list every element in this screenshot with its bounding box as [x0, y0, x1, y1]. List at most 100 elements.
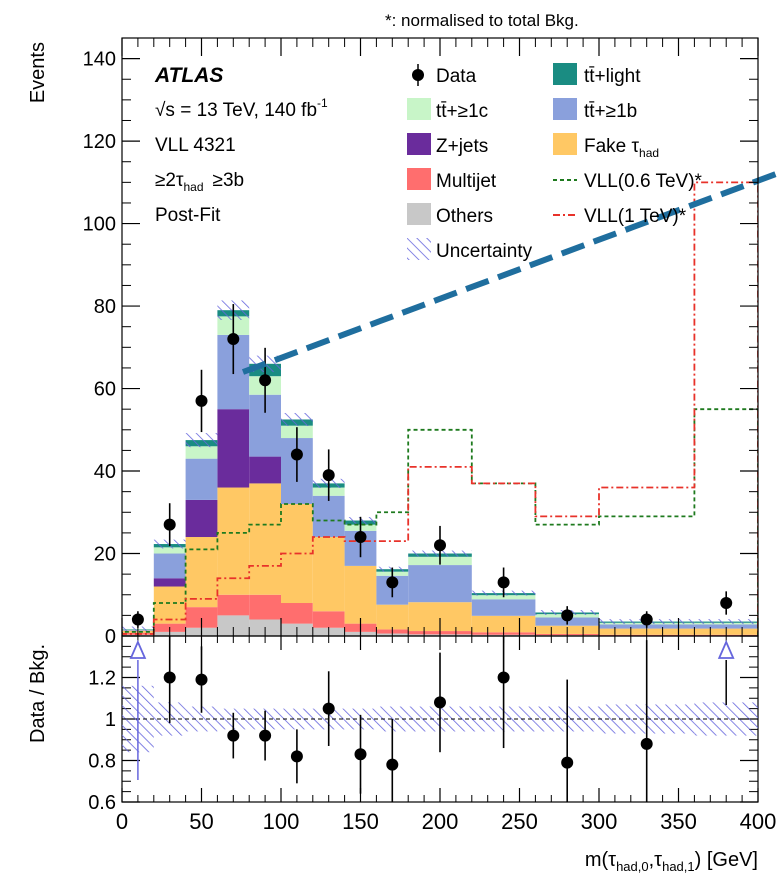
signal-vll06 [122, 408, 758, 636]
ratio-points [129, 636, 735, 802]
bar-zjets-1 [153, 578, 186, 587]
bar-zjets-4 [249, 456, 281, 484]
analysis-label: VLL 4321 [155, 135, 236, 156]
bar-fake-4 [249, 483, 281, 595]
legend-fake-swatch [553, 133, 577, 155]
y-axis-title: Events [27, 42, 49, 103]
ratio-point-11 [640, 737, 653, 750]
ratio-point-7 [386, 758, 399, 771]
annotation-block: ATLAS √s = 13 TeV, 140 fb-1 VLL 4321 ≥2τ… [154, 64, 328, 226]
bar-fake-6 [312, 537, 345, 612]
ratio-point-2 [227, 729, 240, 742]
energy-label: √s = 13 TeV, 140 fb-1 [155, 96, 328, 121]
legend-others-swatch [407, 203, 431, 225]
bar-multijet-4 [249, 594, 281, 620]
xtick-label-400: 400 [740, 809, 777, 834]
xtick-label-250: 250 [501, 809, 538, 834]
signal-curves [122, 181, 758, 636]
bar-multijet-6 [312, 611, 345, 628]
bar-zjets-2 [185, 499, 218, 538]
data-point-2 [195, 394, 208, 407]
atlas-label: ATLAS [154, 64, 223, 87]
ratio-point-4 [290, 750, 303, 763]
legend-ttlight-swatch [553, 63, 577, 85]
data-point-10 [497, 576, 510, 589]
bar-tt1b-6 [312, 495, 345, 538]
legend-vll1-label: VLL(1 TeV)* [584, 206, 687, 227]
bar-fake-3 [217, 487, 250, 595]
ratio-point-8 [434, 696, 446, 709]
bar-tt1b-2 [185, 458, 218, 500]
ytick-label-100: 100 [83, 214, 116, 236]
data-point-12 [640, 613, 653, 626]
xtick-label-350: 350 [660, 809, 697, 834]
ratio-y-axis-title: Data / Bkg. [27, 644, 49, 743]
ratio-ytick-label-2: 1 [105, 709, 116, 731]
legend-fake-label: Fake τhad [584, 136, 659, 160]
legend-unc-swatch [407, 238, 431, 260]
legend-zjets-label: Z+jets [436, 136, 488, 157]
ratio-band-bin-5 [281, 708, 313, 730]
stacked-histogram [122, 310, 758, 636]
bar-multijet-3 [217, 594, 250, 616]
data-point-3 [227, 333, 240, 346]
ratio-point-5 [322, 702, 335, 715]
ratio-ytick-label-1: 0.8 [88, 751, 116, 773]
xtick-label-0: 0 [116, 809, 128, 834]
ytick-label-0: 0 [105, 626, 116, 648]
data-point-11 [561, 609, 574, 622]
ratio-point-3 [259, 729, 272, 742]
overlay-dashed-line [241, 168, 784, 375]
xtick-label-200: 200 [422, 809, 459, 834]
ratio-point-6 [354, 748, 367, 761]
legend-multijet-label: Multijet [436, 171, 497, 192]
ytick-label-120: 120 [83, 131, 116, 153]
data-point-8 [386, 576, 399, 589]
ratio-point-9 [497, 671, 510, 684]
legend-others-label: Others [436, 206, 493, 227]
legend-tt1b-swatch [553, 98, 577, 120]
legend-tt1c-label: tt̄+≥1c [436, 101, 488, 122]
bar-tt1b-1 [153, 553, 186, 579]
data-point-1 [163, 518, 176, 531]
legend-ttlight-label: tt̄+light [584, 66, 641, 87]
ytick-label-140: 140 [83, 49, 116, 71]
legend-unc-label: Uncertainty [436, 241, 533, 262]
unc-main-bin-2 [185, 433, 218, 448]
legend-data-label: Data [436, 66, 477, 87]
fit-label: Post-Fit [155, 205, 221, 226]
ratio-ytick-label-0: 0.6 [88, 792, 116, 814]
legend-tt1b-label: tt̄+≥1b [584, 101, 637, 122]
normalisation-note: *: normalised to total Bkg. [385, 11, 579, 30]
bar-fake-1 [153, 586, 186, 624]
xtick-label-100: 100 [263, 809, 300, 834]
data-point-7 [354, 531, 367, 544]
data-point-9 [434, 539, 446, 552]
ytick-label-80: 80 [94, 296, 116, 318]
bar-others-3 [217, 615, 250, 636]
ytick-label-60: 60 [94, 379, 116, 401]
data-point-0 [131, 613, 144, 626]
selection-label: ≥2τhad ≥3b [155, 170, 244, 194]
bar-multijet-5 [281, 603, 313, 624]
bar-multijet-2 [185, 607, 218, 628]
bar-fake-7 [344, 565, 377, 624]
axes: 0 20 40 60 80 100 120 140 0 50 100 150 200 250 300 350 4… [83, 38, 777, 834]
bar-tt1b-9 [408, 565, 472, 603]
ratio-ytick-label-3: 1.2 [88, 668, 116, 690]
bar-fake-8 [376, 604, 409, 630]
data-point-5 [290, 448, 303, 461]
bar-tt1b-13 [694, 624, 758, 629]
ratio-offscale-arrow-0 [129, 639, 147, 659]
legend-tt1c-swatch [407, 98, 431, 120]
data-point-6 [322, 469, 335, 482]
ratio-point-10 [561, 756, 574, 769]
ratio-offscale-arrow-1 [717, 639, 735, 659]
xtick-label-300: 300 [581, 809, 618, 834]
bar-zjets-3 [217, 409, 250, 488]
signal-vll1 [122, 181, 758, 636]
legend-zjets-swatch [407, 133, 431, 155]
data-point-4 [259, 374, 272, 387]
bar-tt1b-10 [471, 599, 536, 616]
